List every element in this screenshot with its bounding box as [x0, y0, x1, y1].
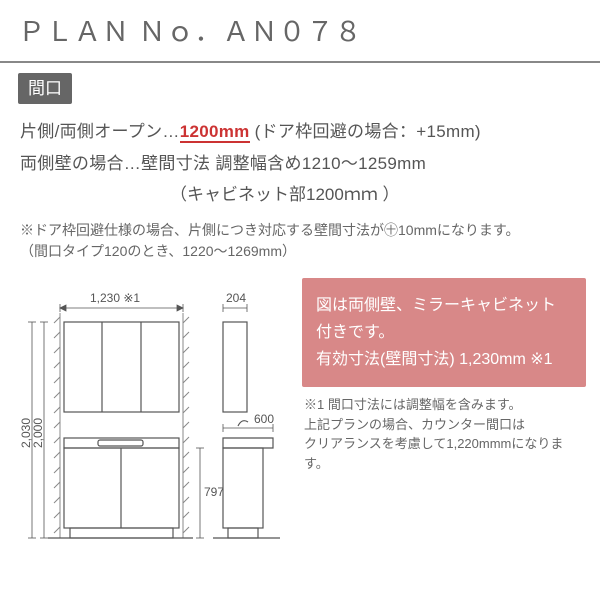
dim-top: [60, 304, 183, 312]
lower-row: 1,230 ※1 204 600: [0, 268, 600, 578]
dim-h-inner: 2,000: [31, 417, 45, 447]
plan-title: ＰＬＡＮ Ｎｏ．ＡＮ０７８: [0, 0, 600, 63]
cn-l1: ※1 間口寸法には調整幅を含みます。: [304, 395, 584, 415]
wall-hatch-left: [54, 313, 60, 538]
cn-l3: クリアランスを考慮して1,220mmmになります。: [304, 434, 584, 473]
callout-box: 図は両側壁、ミラーキャビネット 付きです。 有効寸法(壁間寸法) 1,230mm…: [302, 278, 586, 388]
callout-l2: 付きです。: [316, 319, 572, 346]
cabinet-diagram: 1,230 ※1 204 600: [18, 278, 288, 568]
dim-depth2-text: 600: [254, 412, 274, 426]
wall-hatch-right: [183, 313, 189, 538]
spec-block: 片側/両側オープン…1200mm (ドア枠回避の場合：+15mm) 両側壁の場合…: [0, 112, 600, 216]
callout-l3: 有効寸法(壁間寸法) 1,230mm ※1: [316, 346, 572, 373]
callout-note: ※1 間口寸法には調整幅を含みます。 上記プランの場合、カウンター間口は クリア…: [302, 387, 586, 473]
dim-lower: [196, 448, 204, 538]
spec2-sub-pre: （キャビネット部: [170, 185, 306, 204]
dim-depth1-text: 204: [226, 291, 246, 305]
note-block: ※ドア枠回避仕様の場合、片側につき対応する壁間寸法が㊉10mmになります。 （間…: [0, 216, 600, 268]
spec-line-1: 片側/両側オープン…1200mm (ドア枠回避の場合：+15mm): [20, 116, 580, 148]
spec2-sub-highlight: 1200ｍｍ: [306, 185, 378, 204]
spec-line-2: 両側壁の場合…壁間寸法 調整幅含め1210～1259mm: [20, 148, 580, 180]
dim-width: 1,230 ※1: [90, 291, 140, 305]
note-line-1: ※ドア枠回避仕様の場合、片側につき対応する壁間寸法が㊉10mmになります。: [20, 220, 580, 241]
cn-l2: 上記プランの場合、カウンター間口は: [304, 415, 584, 435]
spec2-sub-post: ）: [378, 185, 400, 204]
spec1-highlight: 1200mm: [180, 122, 250, 143]
dim-depth1: [223, 304, 247, 312]
note-line-2: （間口タイプ120のとき、1220～1269mm）: [20, 241, 580, 262]
badge-row: 間口: [0, 63, 600, 113]
dim-797: 797: [204, 485, 224, 499]
callout-col: 図は両側壁、ミラーキャビネット 付きです。 有効寸法(壁間寸法) 1,230mm…: [302, 278, 586, 568]
spec1-pre: 片側/両側オープン…: [20, 122, 180, 141]
spec-line-2-sub: （キャビネット部1200ｍｍ ）: [20, 181, 580, 208]
spec1-post: (ドア枠回避の場合：+15mm): [250, 122, 481, 141]
width-badge: 間口: [18, 73, 72, 105]
callout-l1: 図は両側壁、ミラーキャビネット: [316, 292, 572, 319]
front-elevation: [48, 322, 193, 538]
